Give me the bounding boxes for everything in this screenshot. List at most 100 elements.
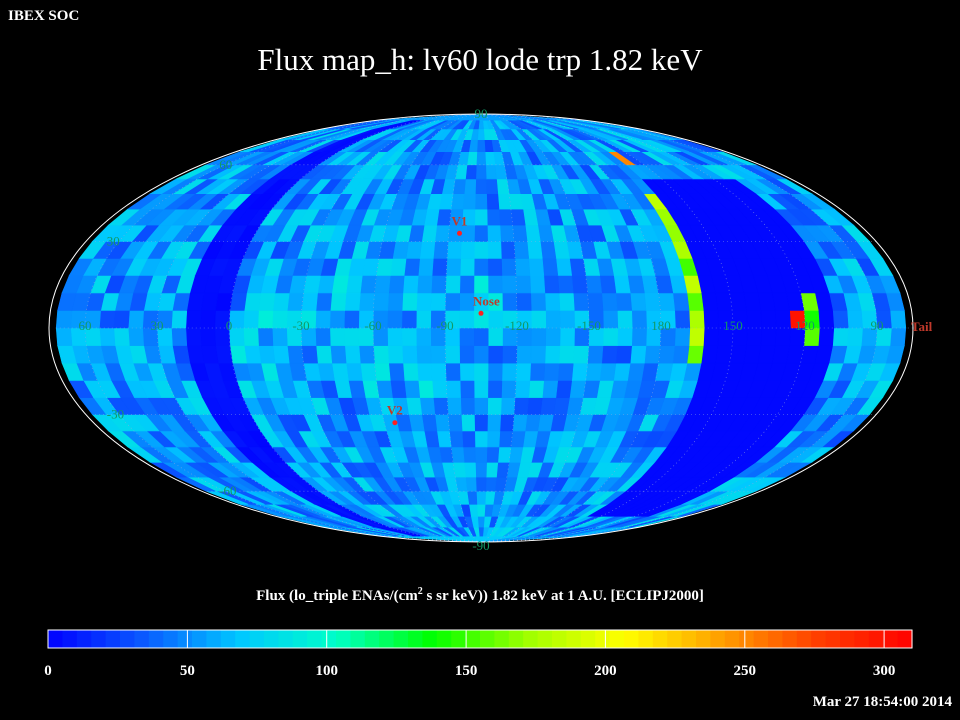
- map-cell: [344, 345, 361, 364]
- timestamp: Mar 27 18:54:00 2014: [812, 694, 952, 710]
- map-cell: [484, 139, 494, 152]
- map-cell: [446, 241, 462, 259]
- map-cell: [473, 327, 489, 346]
- map-cell: [401, 345, 418, 364]
- colorbar-segment: [177, 630, 193, 648]
- map-cell: [569, 258, 587, 276]
- map-cell: [475, 151, 487, 166]
- map-cell: [501, 292, 518, 311]
- map-cell: [487, 345, 503, 364]
- map-cell: [658, 345, 676, 364]
- map-cell: [329, 292, 347, 311]
- colorbar-segment: [278, 630, 294, 648]
- map-cell: [760, 327, 777, 346]
- map-cell: [450, 446, 465, 463]
- map-cell: [514, 380, 531, 398]
- map-cell: [486, 193, 500, 210]
- map-cell: [631, 327, 647, 346]
- map-cell: [388, 362, 405, 381]
- map-cell: [473, 258, 489, 276]
- map-cell: [402, 362, 419, 381]
- colorbar-segment: [192, 630, 207, 648]
- map-cell: [373, 345, 390, 364]
- colorbar-segment: [408, 630, 423, 648]
- map-cell: [199, 327, 216, 346]
- map-cell: [715, 292, 733, 311]
- map-cell: [373, 292, 390, 311]
- colorbar-segment: [638, 630, 654, 648]
- map-cell: [558, 292, 575, 311]
- map-cell: [571, 275, 588, 294]
- colorbar-segment: [566, 630, 582, 648]
- map-cell: [387, 292, 404, 311]
- map-cell: [113, 310, 130, 329]
- colorbar-segment: [825, 630, 841, 648]
- map-cell: [315, 327, 331, 346]
- map-cell: [500, 241, 516, 259]
- map-cell: [430, 345, 446, 364]
- map-cell: [271, 327, 288, 346]
- map-cell: [432, 397, 449, 415]
- colorbar-segment: [609, 630, 625, 648]
- longitude-label: 150: [723, 318, 743, 333]
- colorbar-segment: [163, 630, 179, 648]
- map-cell: [644, 292, 661, 311]
- map-cell: [286, 292, 304, 311]
- map-cell: [602, 327, 619, 346]
- map-cell: [599, 362, 617, 381]
- meridian-line: [480, 114, 878, 542]
- map-cell: [359, 275, 377, 294]
- map-cell: [700, 292, 719, 311]
- map-cell: [601, 292, 618, 311]
- map-cell: [487, 241, 502, 259]
- map-cell: [688, 310, 705, 329]
- map-cell: [544, 345, 561, 364]
- map-cell: [585, 275, 603, 294]
- map-cell: [387, 310, 403, 329]
- map-cell: [460, 414, 476, 432]
- map-cell: [430, 275, 447, 294]
- colorbar-title: Flux (lo_triple ENAs/(cm2 s sr keV)) 1.8…: [256, 586, 704, 604]
- map-cell: [447, 414, 463, 432]
- marker-dot: [392, 420, 398, 426]
- map-cell: [500, 397, 516, 415]
- map-cell: [541, 258, 559, 276]
- map-cell: [889, 327, 907, 346]
- map-cell: [543, 275, 560, 294]
- map-cell: [401, 310, 417, 329]
- map-cell: [746, 327, 763, 346]
- map-cell: [631, 310, 647, 329]
- meridian-line: [84, 114, 482, 542]
- map-cell: [513, 397, 530, 415]
- marker-dot: [457, 230, 462, 236]
- map-cell: [257, 327, 274, 346]
- colorbar-tick-label: 0: [44, 663, 52, 679]
- map-cell: [474, 224, 488, 242]
- map-cell: [127, 327, 145, 346]
- chart-title: Flux map_h: lv60 lode trp 1.82 keV: [257, 42, 703, 77]
- map-cell: [889, 310, 907, 329]
- map-cell: [530, 310, 547, 329]
- map-cell: [459, 345, 475, 364]
- longitude-label: -150: [577, 318, 601, 333]
- flux-map: [55, 114, 907, 542]
- longitude-label: 30: [151, 318, 164, 333]
- colorbar-segment: [76, 630, 92, 648]
- map-cell: [486, 208, 501, 226]
- map-cell: [345, 275, 363, 294]
- colorbar-tick-label: 300: [873, 663, 896, 679]
- map-cell: [498, 430, 513, 448]
- map-cell: [459, 292, 475, 311]
- map-cell: [243, 345, 262, 364]
- map-cell: [539, 397, 557, 415]
- longitude-label: -60: [364, 318, 381, 333]
- map-cell: [127, 310, 145, 329]
- longitude-label: 0: [226, 318, 233, 333]
- map-cell: [199, 310, 216, 329]
- map-cell: [474, 414, 488, 432]
- map-cell: [613, 275, 631, 294]
- map-cell: [415, 310, 432, 329]
- map-cell: [486, 414, 502, 432]
- map-cell: [475, 476, 487, 492]
